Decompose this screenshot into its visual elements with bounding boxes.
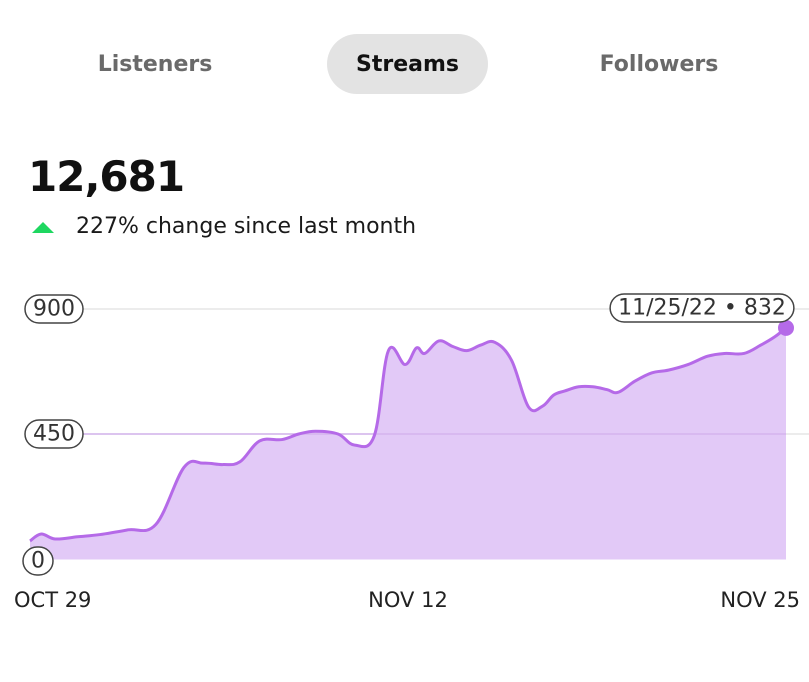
y-tick-label: 900 xyxy=(24,294,84,324)
up-arrow-icon xyxy=(32,222,54,233)
y-tick-label: 450 xyxy=(24,419,84,449)
value-tooltip-text: 11/25/22 • 832 xyxy=(618,296,786,321)
value-tooltip: 11/25/22 • 832 xyxy=(609,293,795,323)
y-tick-label: 0 xyxy=(22,546,54,576)
x-tick-label: NOV 12 xyxy=(368,588,448,612)
change-indicator: 227% change since last month xyxy=(32,214,416,239)
y-tick-label-text: 0 xyxy=(31,549,45,574)
y-tick-label-text: 450 xyxy=(33,422,75,447)
x-tick-label: NOV 25 xyxy=(720,588,800,612)
series-line xyxy=(29,326,787,543)
series-area xyxy=(30,327,786,559)
metric-tabs: Listeners Streams Followers xyxy=(0,34,809,94)
tab-listeners[interactable]: Listeners xyxy=(97,51,213,77)
x-tick-label: OCT 29 xyxy=(14,588,91,612)
total-streams-value: 12,681 xyxy=(28,152,185,201)
tab-followers[interactable]: Followers xyxy=(599,51,719,77)
y-tick-label-text: 900 xyxy=(33,297,75,322)
tab-streams[interactable]: Streams xyxy=(327,34,488,94)
highlight-point xyxy=(778,319,794,336)
change-text: 227% change since last month xyxy=(76,214,417,239)
